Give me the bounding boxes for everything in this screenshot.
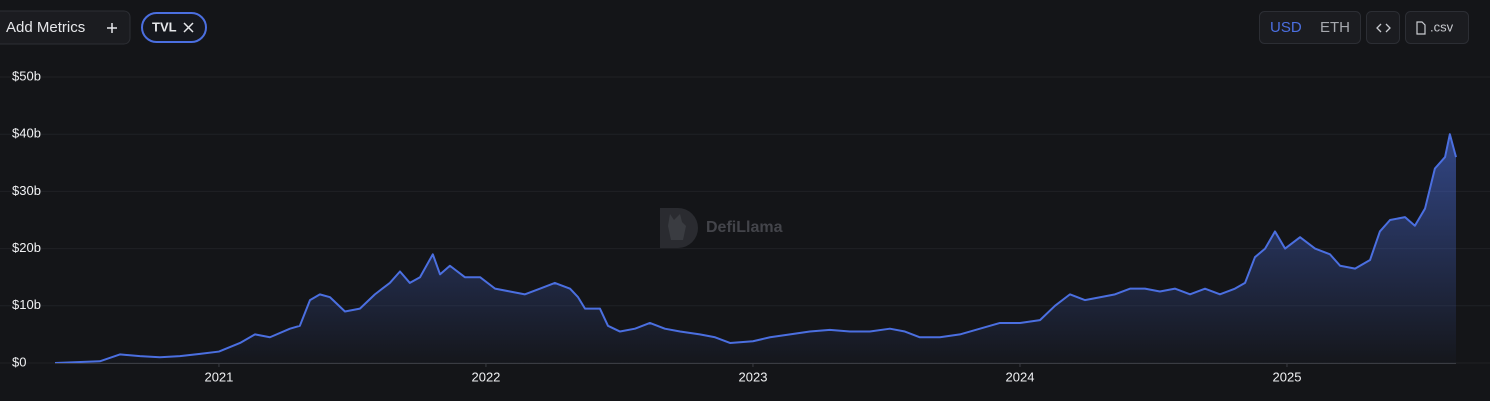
csv-bg [1405,11,1469,44]
csv-label: .csv [1430,19,1454,34]
y-tick-label: $30b [12,183,41,198]
y-tick-label: $0 [12,354,26,369]
area [55,134,1456,363]
currency-toggle: USD ETH [1259,11,1361,44]
grid: $0 $10b $20b $30b $40b $50b [0,68,1490,369]
x-tick-label: 2023 [739,369,768,384]
y-tick-label: $40b [12,126,41,141]
plot [54,133,1457,364]
file-icon [1416,21,1426,35]
embed-bg [1366,11,1400,44]
csv-button[interactable]: .csv [1405,11,1469,44]
add-metrics-bg [0,10,131,45]
watermark-llama [668,214,686,240]
watermark: DefiLlama [660,208,783,248]
line [54,133,1457,364]
y-tick-label: $50b [12,68,41,83]
embed-button[interactable] [1366,11,1400,44]
embed-icon [1376,23,1391,33]
chip-label: TVL [152,19,177,34]
plus-icon [107,23,117,33]
add-metrics-button[interactable]: Add Metrics [0,10,131,45]
x-tick-label: 2024 [1006,369,1035,384]
x-tick-label: 2021 [204,369,233,384]
currency-option[interactable]: USD [1270,19,1302,36]
watermark-text: DefiLlama [706,219,783,236]
close-icon[interactable] [183,22,194,33]
add-metrics-label: Add Metrics [6,19,85,36]
x-tick-label: 2022 [471,369,500,384]
currency-option[interactable]: ETH [1320,19,1350,36]
currency-bg [1259,11,1361,44]
chip-bg [141,12,207,43]
x-tick-label: 2025 [1273,369,1302,384]
y-tick-label: $10b [12,297,41,312]
x-axis: 2021 2022 2023 2024 2025 [55,363,1456,384]
metric-chip[interactable]: TVL [141,12,207,43]
y-tick-label: $20b [12,240,41,255]
